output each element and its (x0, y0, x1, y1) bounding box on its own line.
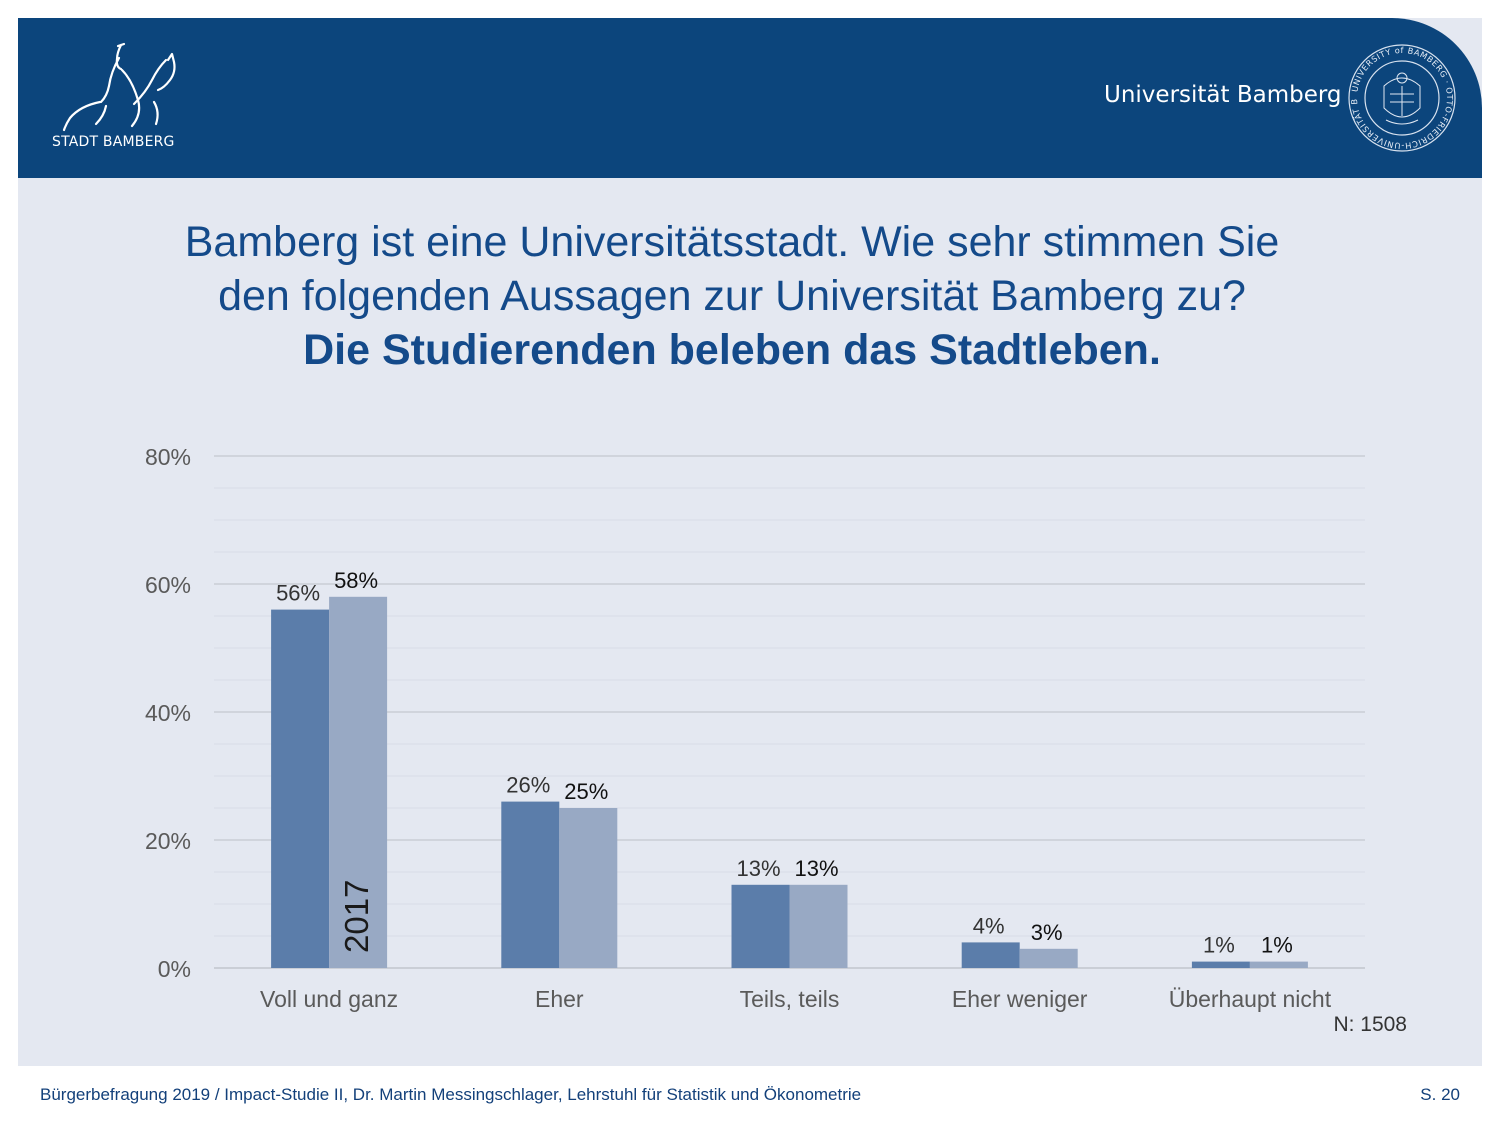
series-label-2017: 2017 (338, 880, 375, 953)
footer-text: Bürgerbefragung 2019 / Impact-Studie II,… (40, 1085, 862, 1104)
data-label: 13% (794, 856, 838, 881)
data-label: 13% (736, 856, 780, 881)
data-label: 58% (334, 568, 378, 593)
data-label: 25% (564, 779, 608, 804)
data-label: 56% (276, 581, 320, 606)
data-label: 1% (1203, 933, 1235, 958)
y-tick-label: 0% (158, 956, 191, 982)
city-name: STADT BAMBERG (52, 134, 175, 150)
x-tick-label: Voll und ganz (260, 986, 398, 1012)
bar-series-1 (501, 801, 560, 968)
bar-series-2 (329, 596, 388, 968)
x-tick-label: Überhaupt nicht (1169, 986, 1332, 1012)
bar-series-1 (731, 884, 790, 968)
y-tick-label: 20% (145, 828, 191, 854)
y-tick-label: 80% (145, 444, 191, 470)
bar-series-1 (1191, 961, 1250, 968)
y-tick-label: 40% (145, 700, 191, 726)
title-line-2: den folgenden Aussagen zur Universität B… (218, 272, 1246, 320)
bar-series-2 (559, 808, 618, 968)
data-label: 26% (506, 773, 550, 798)
bar-series-2 (1249, 961, 1308, 968)
y-tick-label: 60% (145, 572, 191, 598)
header-banner: STADT BAMBERG Universität Bamberg UNIVER… (18, 18, 1482, 178)
horse-rider-logo-icon (62, 42, 176, 132)
data-label: 3% (1031, 920, 1063, 945)
data-label: 4% (973, 913, 1005, 938)
bar-series-2 (1019, 948, 1078, 968)
x-tick-label: Teils, teils (740, 986, 840, 1012)
x-tick-label: Eher weniger (952, 986, 1088, 1012)
data-label: 1% (1261, 933, 1293, 958)
university-name: Universität Bamberg (1104, 82, 1342, 108)
title-line-1: Bamberg ist eine Universitätsstadt. Wie … (184, 218, 1280, 266)
bar-series-1 (961, 942, 1020, 968)
slide-title: Bamberg ist eine Universitätsstadt. Wie … (0, 215, 1464, 377)
title-line-3: Die Studierenden beleben das Stadtleben. (303, 326, 1161, 374)
university-seal-icon: UNIVERSITY of BAMBERG · OTTO-FRIEDRICH-U… (1346, 42, 1456, 152)
bar-series-1 (271, 609, 330, 968)
x-tick-label: Eher (535, 986, 584, 1012)
sample-size-note: N: 1508 (1333, 1013, 1407, 1036)
page-number: S. 20 (1420, 1085, 1460, 1104)
bar-series-2 (789, 884, 848, 968)
